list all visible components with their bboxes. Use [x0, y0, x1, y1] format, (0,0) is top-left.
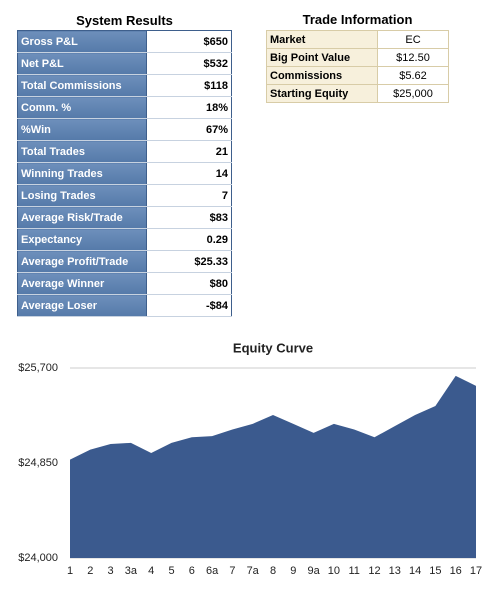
y-tick-label: $24,000 [18, 552, 58, 564]
table-row: Commissions $5.62 [266, 66, 449, 85]
row-label: %Win [17, 118, 147, 141]
row-label: Market [266, 30, 378, 49]
table-row: Average Winner $80 [17, 272, 232, 295]
equity-area [70, 375, 476, 558]
x-tick-label: 3a [125, 565, 138, 577]
row-label: Expectancy [17, 228, 147, 251]
row-label: Losing Trades [17, 184, 147, 207]
table-row: Average Risk/Trade $83 [17, 206, 232, 229]
row-label: Average Winner [17, 272, 147, 295]
x-tick-label: 15 [429, 565, 441, 577]
row-value: $650 [146, 30, 232, 53]
x-tick-label: 5 [168, 565, 174, 577]
table-row: Winning Trades 14 [17, 162, 232, 185]
row-value: $80 [146, 272, 232, 295]
x-tick-label: 7a [247, 565, 260, 577]
row-label: Average Loser [17, 294, 147, 317]
table-row: Losing Trades 7 [17, 184, 232, 207]
row-label: Average Profit/Trade [17, 250, 147, 273]
x-tick-label: 16 [450, 565, 462, 577]
x-tick-label: 7 [229, 565, 235, 577]
table-row: Big Point Value $12.50 [266, 48, 449, 67]
x-tick-label: 4 [148, 565, 154, 577]
x-tick-label: 6 [189, 565, 195, 577]
row-value: 21 [146, 140, 232, 163]
table-row: Total Commissions $118 [17, 74, 232, 97]
row-label: Total Commissions [17, 74, 147, 97]
table-title: Trade Information [302, 12, 413, 27]
row-label: Big Point Value [266, 48, 378, 67]
x-tick-label: 6a [206, 565, 219, 577]
row-value: 67% [146, 118, 232, 141]
row-label: Net P&L [17, 52, 147, 75]
row-value: $12.50 [377, 48, 449, 67]
table-title: System Results [76, 13, 173, 28]
table-row: Expectancy 0.29 [17, 228, 232, 251]
x-tick-label: 8 [270, 565, 276, 577]
table-row: Average Loser -$84 [17, 294, 232, 317]
y-tick-label: $24,850 [18, 457, 58, 469]
row-value: $118 [146, 74, 232, 97]
x-tick-label: 11 [348, 565, 359, 577]
x-tick-label: 2 [87, 565, 93, 577]
row-label: Gross P&L [17, 30, 147, 53]
row-label: Total Trades [17, 140, 147, 163]
x-tick-label: 9a [307, 565, 320, 577]
row-value: -$84 [146, 294, 232, 317]
trade-information-table: Market EC Big Point Value $12.50 Commissions… [266, 30, 449, 103]
table-row: Market EC [266, 30, 449, 49]
x-tick-label: 10 [328, 565, 340, 577]
x-tick-label: 9 [290, 565, 296, 577]
table-row: Net P&L $532 [17, 52, 232, 75]
table-row: Average Profit/Trade $25.33 [17, 250, 232, 273]
table-row: %Win 67% [17, 118, 232, 141]
row-value: 0.29 [146, 228, 232, 251]
row-value: 18% [146, 96, 232, 119]
x-tick-label: 17 [470, 565, 482, 577]
chart-title: Equity Curve [233, 340, 313, 355]
row-label: Starting Equity [266, 84, 378, 103]
x-tick-label: 1 [67, 565, 73, 577]
table-row: Total Trades 21 [17, 140, 232, 163]
table-row: Gross P&L $650 [17, 30, 232, 53]
row-value: $532 [146, 52, 232, 75]
row-value: $5.62 [377, 66, 449, 85]
row-label: Commissions [266, 66, 378, 85]
row-label: Comm. % [17, 96, 147, 119]
row-label: Average Risk/Trade [17, 206, 147, 229]
row-value: $25,000 [377, 84, 449, 103]
table-row: Starting Equity $25,000 [266, 84, 449, 103]
row-label: Winning Trades [17, 162, 147, 185]
row-value: EC [377, 30, 449, 49]
x-tick-label: 13 [389, 565, 401, 577]
table-row: Comm. % 18% [17, 96, 232, 119]
row-value: 7 [146, 184, 232, 207]
row-value: 14 [146, 162, 232, 185]
x-tick-label: 12 [368, 565, 380, 577]
system-results-table: Gross P&L $650 Net P&L $532 Total Commission… [17, 30, 232, 317]
x-tick-label: 14 [409, 565, 421, 577]
x-tick-label: 3 [108, 565, 114, 577]
row-value: $25.33 [146, 250, 232, 273]
row-value: $83 [146, 206, 232, 229]
y-tick-label: $25,700 [18, 362, 58, 374]
